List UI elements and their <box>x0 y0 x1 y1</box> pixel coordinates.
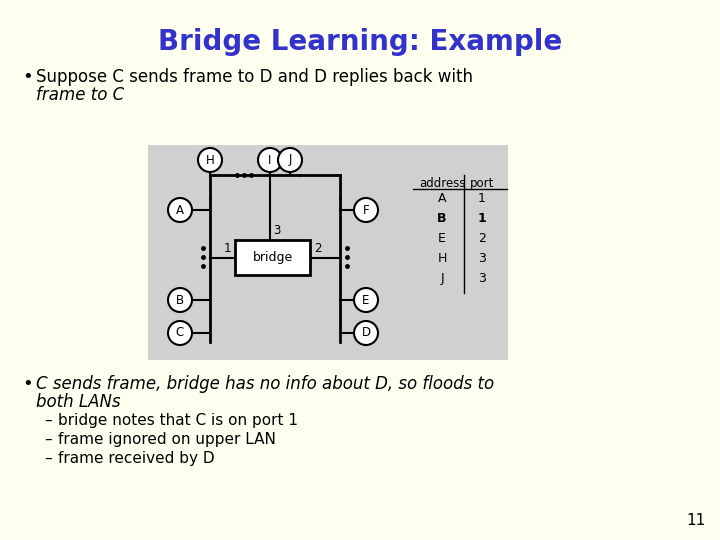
Text: 11: 11 <box>687 513 706 528</box>
Text: •: • <box>22 375 32 393</box>
Text: 1: 1 <box>478 192 486 205</box>
Text: E: E <box>438 232 446 245</box>
Text: A: A <box>176 204 184 217</box>
Circle shape <box>168 321 192 345</box>
Text: 2: 2 <box>314 241 322 254</box>
Text: F: F <box>363 204 369 217</box>
Text: 1: 1 <box>477 212 487 225</box>
Text: B: B <box>437 212 446 225</box>
Circle shape <box>354 288 378 312</box>
Text: J: J <box>440 272 444 285</box>
Text: frame ignored on upper LAN: frame ignored on upper LAN <box>58 432 276 447</box>
Text: 3: 3 <box>478 272 486 285</box>
Circle shape <box>168 288 192 312</box>
Text: I: I <box>269 153 271 166</box>
Text: C: C <box>176 327 184 340</box>
Text: port: port <box>470 177 494 190</box>
Text: A: A <box>438 192 446 205</box>
Text: •: • <box>22 68 32 86</box>
Circle shape <box>168 198 192 222</box>
FancyBboxPatch shape <box>235 240 310 275</box>
Circle shape <box>198 148 222 172</box>
Text: bridge: bridge <box>253 251 292 264</box>
Text: bridge notes that C is on port 1: bridge notes that C is on port 1 <box>58 413 298 428</box>
Text: 2: 2 <box>478 232 486 245</box>
Text: –: – <box>44 413 52 428</box>
Text: D: D <box>361 327 371 340</box>
Text: 3: 3 <box>478 252 486 265</box>
Text: H: H <box>206 153 215 166</box>
Text: B: B <box>176 294 184 307</box>
Text: address: address <box>419 177 465 190</box>
Text: J: J <box>288 153 292 166</box>
Text: Suppose C sends frame to D and D replies back with: Suppose C sends frame to D and D replies… <box>36 68 473 86</box>
Text: 3: 3 <box>273 224 280 237</box>
Text: –: – <box>44 451 52 466</box>
Text: frame to C: frame to C <box>36 86 125 104</box>
Text: E: E <box>362 294 369 307</box>
Text: –: – <box>44 432 52 447</box>
Circle shape <box>354 198 378 222</box>
Text: 1: 1 <box>223 241 231 254</box>
Text: Bridge Learning: Example: Bridge Learning: Example <box>158 28 562 56</box>
Text: H: H <box>437 252 446 265</box>
Circle shape <box>258 148 282 172</box>
Text: C sends frame, bridge has no info about D, so floods to: C sends frame, bridge has no info about … <box>36 375 494 393</box>
Text: both LANs: both LANs <box>36 393 120 411</box>
Text: frame received by D: frame received by D <box>58 451 215 466</box>
Circle shape <box>354 321 378 345</box>
Circle shape <box>278 148 302 172</box>
FancyBboxPatch shape <box>148 145 508 360</box>
